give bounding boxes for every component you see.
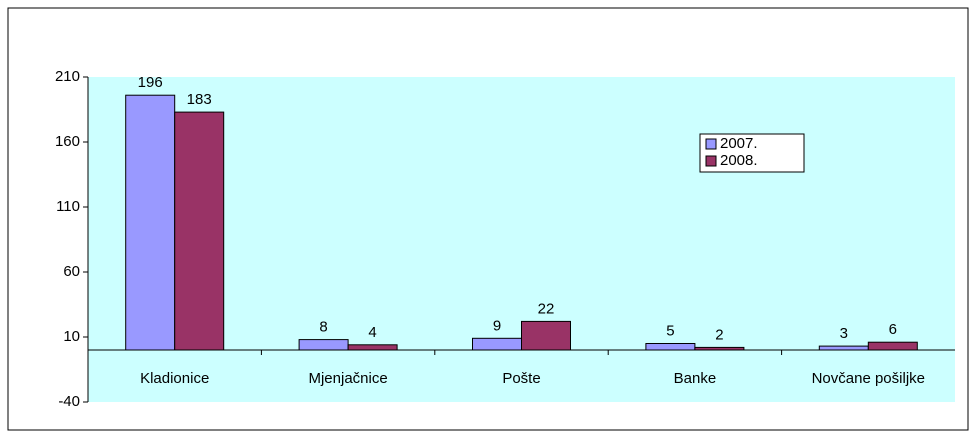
y-tick-label: 110 <box>56 198 80 215</box>
bar <box>521 320 571 351</box>
x-tick-label: Kladionice <box>140 370 209 387</box>
data-label: 196 <box>138 74 163 91</box>
x-tick-label: Novčane pošiljke <box>812 370 925 387</box>
data-label: 2 <box>715 326 723 343</box>
bar <box>645 343 696 351</box>
y-tick-label: 60 <box>63 263 80 280</box>
y-tick-label: 10 <box>63 328 80 345</box>
data-label: 183 <box>187 91 212 108</box>
legend-swatch <box>705 138 717 150</box>
bar <box>298 339 349 351</box>
bar <box>174 111 225 351</box>
legend-swatch <box>705 155 717 167</box>
x-tick-label: Banke <box>674 370 717 387</box>
x-tick-label: Pošte <box>502 370 540 387</box>
bar <box>125 94 176 351</box>
legend-label: 2007. <box>720 135 758 152</box>
legend-box <box>699 133 805 173</box>
y-tick-label: 160 <box>55 133 80 150</box>
bar <box>818 345 869 351</box>
data-label: 6 <box>889 321 897 338</box>
data-label: 8 <box>319 319 327 336</box>
legend-label: 2008. <box>720 152 758 169</box>
bar <box>867 341 918 351</box>
data-label: 4 <box>368 324 376 341</box>
y-tick-label: -40 <box>58 393 80 410</box>
y-tick-label: 210 <box>55 68 80 85</box>
data-label: 9 <box>493 317 501 334</box>
data-label: 3 <box>840 325 848 342</box>
x-tick-label: Mjenjačnice <box>308 370 387 387</box>
data-label: 22 <box>538 300 555 317</box>
data-label: 5 <box>666 322 674 339</box>
bar <box>472 337 522 351</box>
bar <box>347 344 398 351</box>
